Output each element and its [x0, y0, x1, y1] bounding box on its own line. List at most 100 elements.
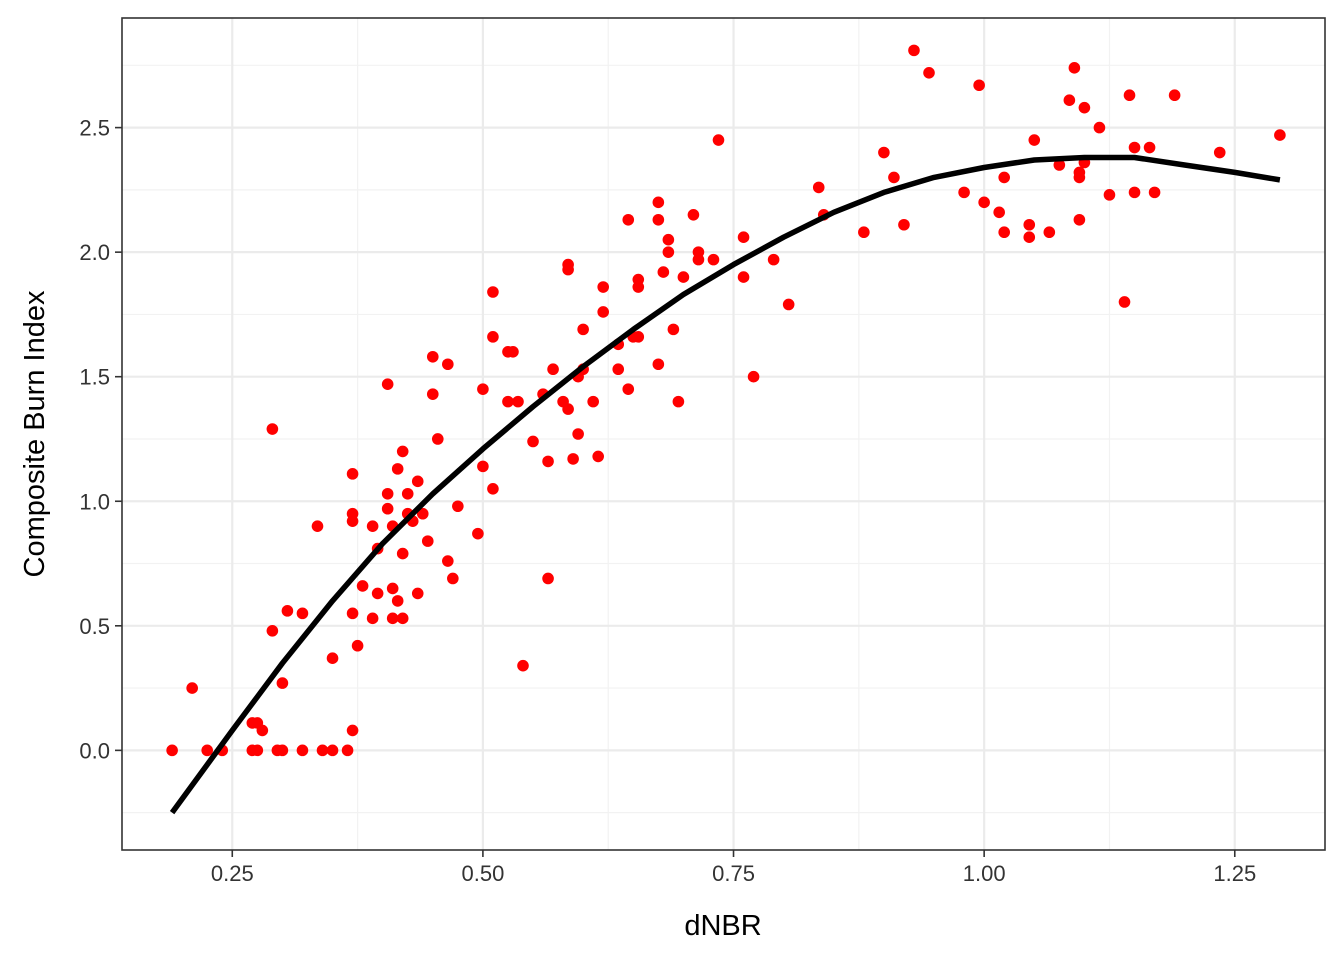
- data-point: [442, 358, 454, 371]
- minor-gridlines: [122, 18, 1325, 850]
- data-point: [923, 67, 935, 79]
- data-point: [426, 350, 439, 363]
- data-point: [346, 515, 359, 527]
- data-point: [201, 744, 214, 757]
- data-point: [672, 395, 685, 408]
- data-point: [266, 624, 279, 637]
- data-point: [502, 395, 514, 408]
- data-point: [316, 744, 329, 757]
- y-axis-title: Composite Burn Index: [19, 290, 51, 577]
- data-point: [622, 383, 635, 395]
- data-point: [652, 196, 665, 209]
- data-point: [356, 580, 369, 592]
- data-point: [712, 134, 725, 146]
- data-point: [326, 652, 339, 664]
- data-point: [1168, 89, 1181, 102]
- y-tick-label: 0.5: [79, 614, 110, 639]
- data-point: [296, 744, 309, 757]
- data-point: [888, 171, 900, 184]
- data-point: [1148, 186, 1161, 199]
- data-point: [747, 370, 760, 383]
- data-point: [391, 463, 404, 475]
- data-point: [858, 226, 870, 239]
- x-tick-label: 1.00: [963, 861, 1006, 886]
- data-point: [1213, 146, 1226, 159]
- data-point: [296, 607, 309, 620]
- data-point: [737, 231, 750, 244]
- data-point: [386, 582, 399, 595]
- data-point: [381, 502, 394, 515]
- data-point: [1023, 231, 1036, 244]
- data-point: [447, 572, 459, 585]
- data-point: [527, 435, 539, 448]
- data-point: [1274, 129, 1286, 141]
- data-point: [542, 572, 554, 585]
- data-point: [351, 639, 364, 652]
- data-point: [667, 323, 680, 336]
- data-point: [366, 612, 379, 625]
- data-point: [1053, 159, 1066, 171]
- data-point: [587, 395, 599, 408]
- plot-panel-border: [121, 17, 1326, 851]
- data-point: [652, 358, 665, 371]
- data-point: [477, 383, 489, 395]
- data-point: [366, 520, 379, 532]
- data-point: [562, 403, 574, 415]
- data-point: [452, 500, 464, 513]
- data-point: [692, 253, 705, 266]
- data-point: [1028, 134, 1041, 146]
- data-point: [186, 682, 198, 694]
- data-point: [472, 527, 484, 540]
- data-point: [662, 233, 675, 246]
- data-point: [592, 450, 604, 463]
- data-point: [512, 395, 524, 408]
- x-tick-label: 0.50: [461, 861, 504, 886]
- data-point: [1128, 141, 1141, 154]
- data-point: [346, 724, 359, 737]
- data-point: [381, 378, 394, 390]
- data-point: [577, 323, 589, 336]
- data-point: [657, 266, 670, 278]
- data-point: [677, 271, 690, 283]
- x-tick-label: 0.75: [712, 861, 755, 886]
- data-point: [567, 453, 579, 465]
- data-point: [487, 286, 499, 298]
- data-point: [1073, 213, 1086, 226]
- data-point: [166, 744, 178, 757]
- data-point: [632, 281, 645, 293]
- data-point: [542, 455, 554, 468]
- fit-line: [169, 154, 1281, 815]
- data-point: [381, 487, 394, 500]
- y-tick-label: 1.0: [79, 489, 110, 514]
- data-point: [326, 744, 339, 757]
- data-point: [487, 331, 499, 343]
- y-tick-label: 1.5: [79, 365, 110, 390]
- data-point: [346, 607, 359, 620]
- data-point: [281, 605, 294, 617]
- y-axis-ticks: 0.0 0.5 1.0 1.5 2.0 2.5: [79, 116, 122, 763]
- data-point: [276, 677, 289, 689]
- data-point: [1073, 171, 1086, 184]
- data-point: [597, 281, 609, 293]
- data-points: [166, 44, 1286, 757]
- data-point: [396, 547, 409, 560]
- data-point: [391, 595, 404, 607]
- data-point: [998, 226, 1010, 239]
- data-point: [958, 186, 970, 199]
- data-point: [1143, 141, 1156, 154]
- data-point: [1063, 94, 1076, 107]
- data-point: [477, 460, 489, 473]
- data-point: [266, 423, 279, 435]
- x-tick-label: 0.25: [211, 861, 254, 886]
- data-point: [431, 433, 444, 445]
- data-point: [878, 146, 890, 159]
- data-point: [612, 363, 625, 376]
- x-tick-label: 1.25: [1213, 861, 1256, 886]
- data-point: [341, 744, 354, 757]
- data-point: [487, 483, 499, 495]
- data-point: [572, 428, 584, 440]
- data-point: [1078, 101, 1091, 114]
- data-point: [1043, 226, 1056, 239]
- data-point: [652, 213, 665, 226]
- data-point: [1123, 89, 1136, 102]
